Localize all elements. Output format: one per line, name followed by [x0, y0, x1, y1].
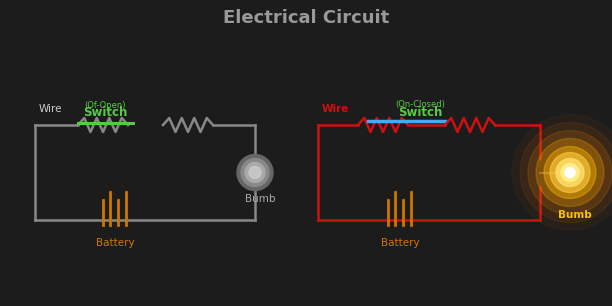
Text: Switch: Switch — [398, 106, 442, 118]
Text: Electrical Circuit: Electrical Circuit — [223, 9, 389, 27]
Circle shape — [245, 162, 265, 182]
Text: Battery: Battery — [381, 238, 419, 248]
Text: (Of-Open): (Of-Open) — [84, 100, 125, 110]
Circle shape — [544, 147, 596, 199]
Circle shape — [528, 130, 612, 215]
Circle shape — [520, 122, 612, 222]
Text: Wire: Wire — [39, 104, 62, 114]
Text: (On-Closed): (On-Closed) — [395, 100, 445, 110]
Circle shape — [249, 166, 261, 178]
Circle shape — [561, 163, 579, 181]
Text: Battery: Battery — [95, 238, 134, 248]
Circle shape — [565, 167, 575, 177]
Circle shape — [512, 114, 612, 230]
Text: Switch: Switch — [83, 106, 127, 118]
Circle shape — [556, 159, 584, 186]
Circle shape — [550, 152, 590, 192]
Circle shape — [237, 155, 273, 191]
Text: Bumb: Bumb — [558, 211, 592, 221]
Circle shape — [536, 139, 604, 207]
Text: Bumb: Bumb — [245, 195, 275, 204]
Circle shape — [241, 159, 269, 186]
Text: Wire: Wire — [322, 104, 349, 114]
